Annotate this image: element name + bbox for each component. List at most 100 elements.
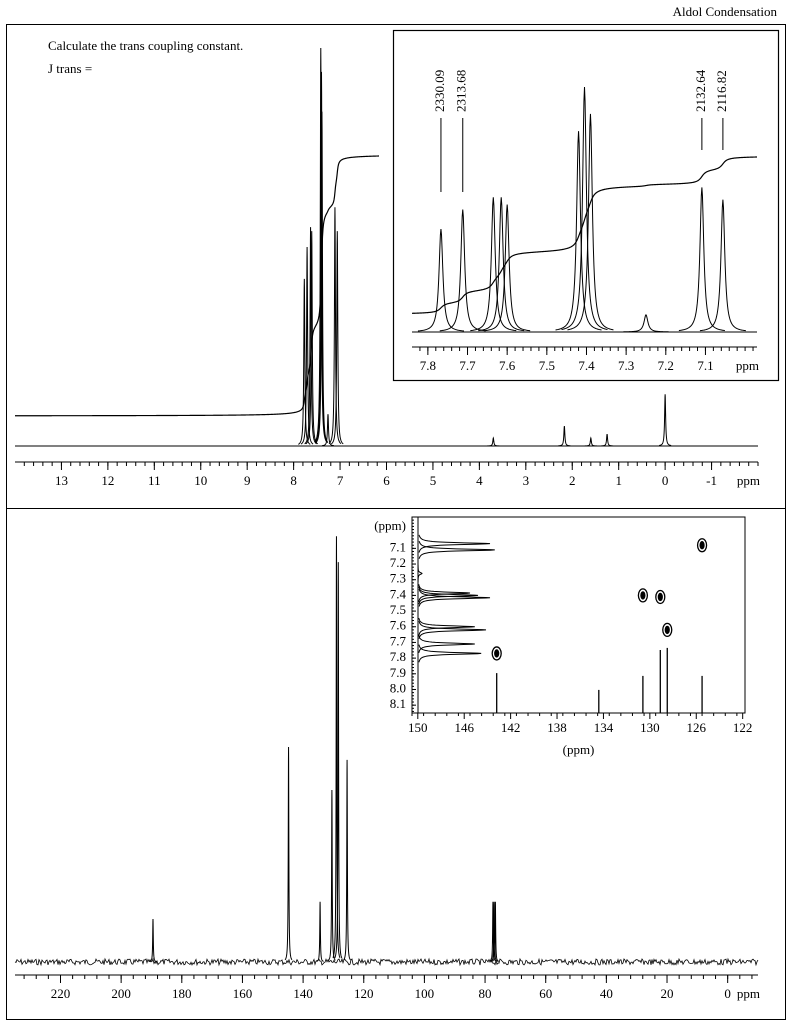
baseline-noise — [14, 957, 759, 967]
x-tick-label: 200 — [111, 986, 131, 1001]
x-tick-label: 146 — [454, 720, 474, 735]
contour — [494, 649, 500, 658]
y-tick-label: 7.5 — [390, 602, 406, 617]
x-tick-label: 134 — [594, 720, 614, 735]
x-tick-label: 7.6 — [499, 358, 516, 373]
projection-peak — [418, 644, 482, 663]
x-tick-label: 7.1 — [697, 358, 713, 373]
peak — [330, 231, 344, 445]
peak — [284, 746, 293, 961]
x-tick-label: 6 — [383, 473, 390, 488]
y-axis-label: (ppm) — [374, 518, 406, 533]
x-tick-label: 140 — [293, 986, 313, 1001]
x-tick-label: 7.5 — [539, 358, 555, 373]
x-tick-label: 10 — [194, 473, 207, 488]
peak-label: 2116.82 — [714, 70, 729, 112]
y-tick-label: 7.9 — [390, 665, 406, 680]
projection-peak — [418, 534, 491, 553]
x-tick-label: 0 — [724, 986, 731, 1001]
peak — [321, 414, 335, 447]
x-tick-label: 122 — [733, 720, 753, 735]
x-tick-label: 7.4 — [578, 358, 595, 373]
y-tick-label: 7.7 — [390, 633, 407, 648]
x-tick-label: 11 — [148, 473, 161, 488]
contour — [640, 591, 646, 600]
projection-peak — [418, 620, 487, 639]
x-axis-label: ppm — [736, 358, 759, 373]
x-tick-label: 80 — [479, 986, 492, 1001]
peak — [149, 918, 157, 963]
cross-peak — [655, 589, 666, 605]
peak — [567, 113, 614, 331]
projection-peak — [418, 617, 475, 636]
x-tick-label: 7.2 — [658, 358, 674, 373]
y-tick-label: 8.0 — [390, 680, 406, 695]
cross-peak — [662, 622, 673, 638]
peak — [328, 789, 336, 961]
peak — [491, 901, 500, 962]
contour — [491, 646, 502, 661]
x-axis-label: ppm — [737, 473, 760, 488]
contour — [657, 592, 663, 602]
y-tick-label: 8.1 — [390, 696, 406, 711]
integral-curve — [15, 155, 380, 417]
peak-label: 2132.64 — [693, 69, 708, 112]
y-tick-label: 7.2 — [390, 555, 406, 570]
peak — [622, 313, 669, 333]
peak-label: 2313.68 — [454, 70, 469, 112]
x-tick-label: 142 — [501, 720, 521, 735]
x-tick-label: 5 — [430, 473, 437, 488]
x-tick-label: 13 — [55, 473, 68, 488]
x-tick-label: 7 — [337, 473, 344, 488]
y-tick-label: 7.3 — [390, 571, 406, 586]
projection-peak — [418, 635, 475, 653]
contour — [664, 625, 670, 635]
peak — [334, 562, 343, 959]
x-tick-label: 150 — [408, 720, 428, 735]
cross-peak — [491, 646, 502, 661]
peak — [315, 111, 329, 444]
x-tick-label: 60 — [539, 986, 552, 1001]
x-tick-label: 12 — [101, 473, 114, 488]
peak — [699, 199, 746, 332]
x-tick-label: 0 — [662, 473, 669, 488]
contour — [662, 622, 673, 638]
projection-peak — [418, 586, 479, 605]
projection-peak — [418, 540, 495, 559]
peak — [304, 227, 317, 445]
peak — [300, 246, 314, 445]
peak — [490, 901, 498, 962]
peak — [332, 536, 341, 958]
peak — [558, 426, 571, 447]
peak — [678, 187, 725, 332]
x-axis-label: (ppm) — [563, 742, 595, 757]
peak — [555, 131, 602, 331]
x-tick-label: 1 — [615, 473, 622, 488]
x-tick-label: 126 — [687, 720, 707, 735]
projection-peak — [418, 588, 491, 607]
peak — [601, 433, 614, 447]
x-tick-label: 20 — [661, 986, 674, 1001]
x-tick-label: 100 — [415, 986, 435, 1001]
x-tick-label: 2 — [569, 473, 576, 488]
peak — [470, 197, 517, 332]
integral-curve — [411, 156, 758, 314]
peak — [478, 197, 525, 332]
annotation: Calculate the trans coupling constant. — [48, 38, 243, 53]
peak — [298, 278, 311, 445]
contour — [699, 541, 705, 550]
y-tick-label: 7.6 — [390, 618, 407, 633]
peak — [584, 436, 597, 447]
peak — [328, 207, 342, 445]
peak — [314, 47, 328, 443]
contour — [696, 538, 708, 553]
x-tick-label: 40 — [600, 986, 613, 1001]
contour — [637, 588, 649, 603]
page-title: Aldol Condensation — [673, 4, 778, 19]
x-tick-label: 7.7 — [459, 358, 476, 373]
x-tick-label: 9 — [244, 473, 251, 488]
peak-label: 2330.09 — [432, 70, 447, 112]
x-tick-label: 4 — [476, 473, 483, 488]
x-tick-label: 138 — [547, 720, 567, 735]
